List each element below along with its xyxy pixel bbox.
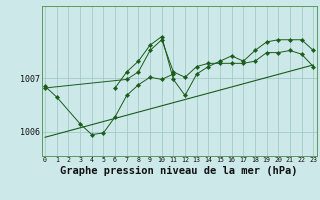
X-axis label: Graphe pression niveau de la mer (hPa): Graphe pression niveau de la mer (hPa) xyxy=(60,166,298,176)
